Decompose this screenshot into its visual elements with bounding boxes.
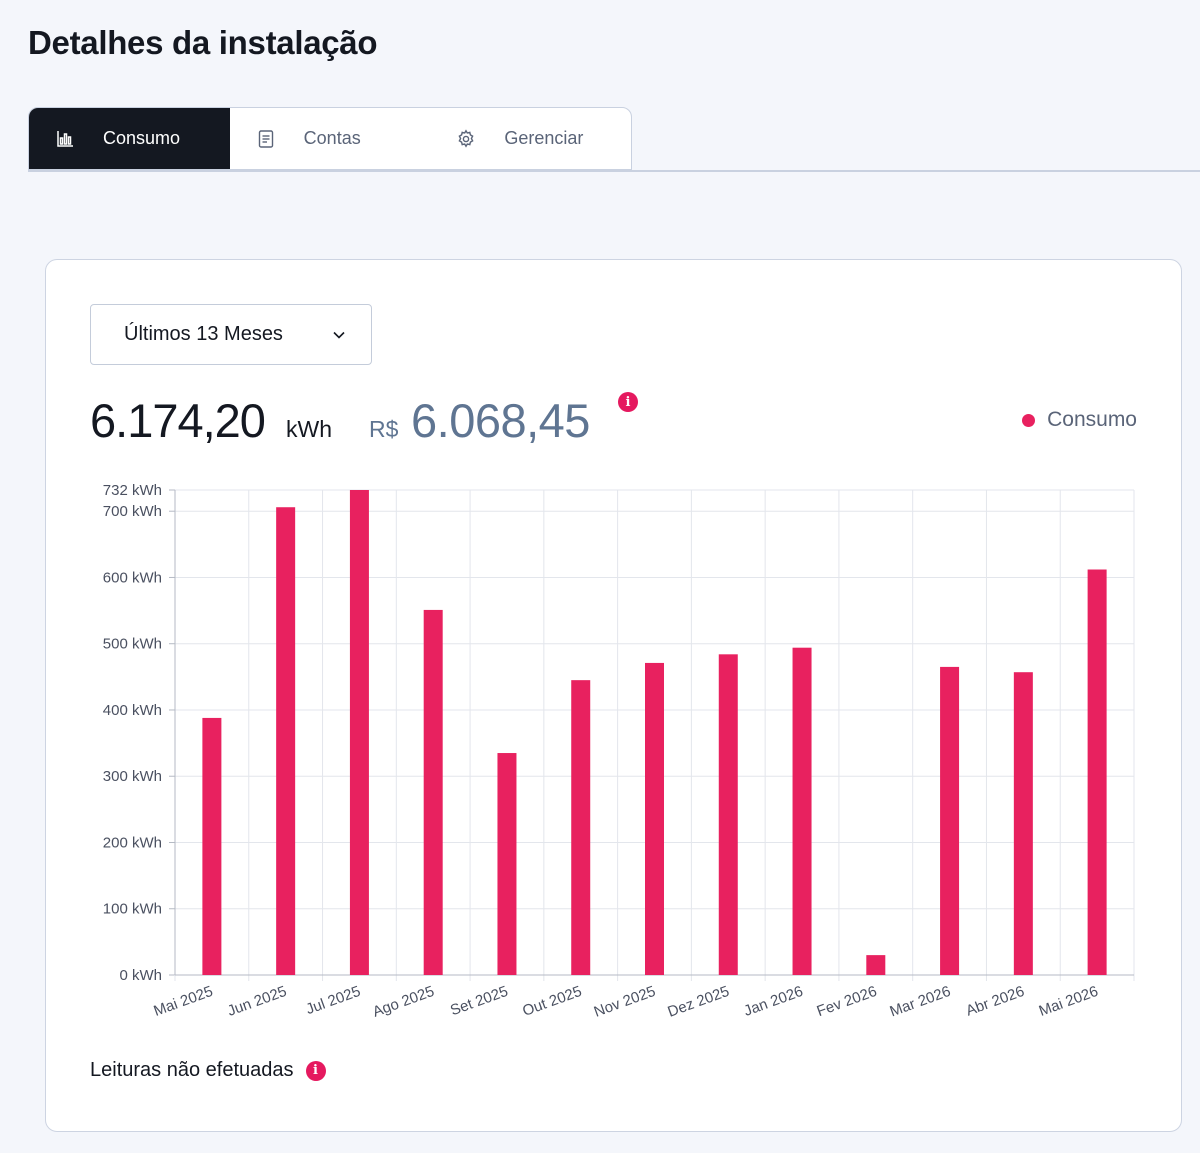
- currency-prefix: R$: [369, 416, 399, 442]
- x-tick-label: Dez 2025: [665, 983, 731, 1021]
- chart-legend: Consumo: [1022, 408, 1137, 432]
- bar-jan-2026: [792, 647, 812, 975]
- y-tick-label: 100 kWh: [103, 901, 162, 918]
- y-tick-label: 0 kWh: [119, 967, 162, 984]
- bar-dez-2025: [718, 654, 738, 975]
- bar-fev-2026: [866, 955, 886, 975]
- bar-chart-icon: [55, 129, 75, 149]
- bar-mai-2026: [1087, 569, 1107, 975]
- bar-set-2025: [497, 753, 517, 975]
- total-kwh-value: 6.174,20: [90, 394, 266, 447]
- y-tick-label: 700 kWh: [103, 503, 162, 520]
- info-icon[interactable]: i: [618, 392, 638, 412]
- x-tick-label: Set 2025: [448, 983, 510, 1020]
- missed-readings: Leituras não efetuadas i: [90, 1059, 326, 1082]
- x-tick-label: Jul 2025: [304, 983, 363, 1018]
- x-tick-label: Out 2025: [520, 983, 584, 1020]
- y-tick-label: 732 kWh: [103, 482, 162, 499]
- legend-label: Consumo: [1047, 408, 1137, 431]
- bar-mar-2026: [940, 666, 960, 975]
- bar-jul-2025: [349, 490, 369, 975]
- bar-out-2025: [571, 680, 591, 975]
- x-tick-label: Mai 2025: [151, 983, 215, 1020]
- x-tick-label: Fev 2026: [815, 983, 880, 1020]
- bar-ago-2025: [423, 609, 443, 975]
- consumption-card: Últimos 13 Meses 6.174,20 kWh R$ 6.068,4…: [45, 259, 1182, 1132]
- missed-readings-label: Leituras não efetuadas: [90, 1059, 294, 1081]
- x-tick-label: Ago 2025: [370, 983, 436, 1021]
- page-title: Detalhes da instalação: [28, 24, 378, 61]
- period-select-value: Últimos 13 Meses: [124, 323, 283, 345]
- tab-contas[interactable]: Contas: [230, 108, 431, 169]
- bar-nov-2025: [645, 662, 664, 975]
- tab-gerenciar-label: Gerenciar: [504, 128, 584, 148]
- total-kwh-unit: kWh: [286, 416, 332, 442]
- total-cost-value: 6.068,45: [411, 394, 590, 447]
- y-tick-label: 200 kWh: [103, 834, 162, 851]
- tab-bar: Consumo Contas Gerenciar: [28, 107, 632, 170]
- x-tick-label: Abr 2026: [964, 983, 1027, 1020]
- x-tick-label: Jan 2026: [742, 983, 806, 1020]
- period-select[interactable]: Últimos 13 Meses: [90, 304, 372, 365]
- document-icon: [256, 129, 276, 149]
- bar-mai-2025: [202, 717, 222, 975]
- bar-jun-2025: [276, 507, 296, 975]
- x-tick-label: Mai 2026: [1037, 983, 1101, 1020]
- y-tick-label: 500 kWh: [103, 636, 162, 653]
- gear-icon: [456, 128, 476, 149]
- bar-abr-2026: [1013, 672, 1033, 975]
- chevron-down-icon: [333, 331, 345, 339]
- tab-underline: [28, 170, 1200, 172]
- y-tick-label: 400 kWh: [103, 702, 162, 719]
- y-tick-label: 600 kWh: [103, 569, 162, 586]
- y-tick-label: 300 kWh: [103, 768, 162, 785]
- x-tick-label: Nov 2025: [592, 983, 658, 1021]
- tab-gerenciar[interactable]: Gerenciar: [430, 108, 631, 169]
- x-tick-label: Jun 2025: [225, 983, 289, 1020]
- consumption-bar-chart: 0 kWh 100 kWh 200 kWh 300 kWh 400 kWh 500 kWh…: [103, 482, 1135, 1021]
- legend-dot: [1022, 413, 1036, 427]
- tab-consumo[interactable]: Consumo: [29, 108, 230, 169]
- x-tick-label: Mar 2026: [888, 983, 953, 1021]
- tab-consumo-label: Consumo: [103, 128, 181, 148]
- missed-readings-info-icon[interactable]: i: [305, 1060, 326, 1081]
- tab-contas-label: Contas: [303, 128, 361, 148]
